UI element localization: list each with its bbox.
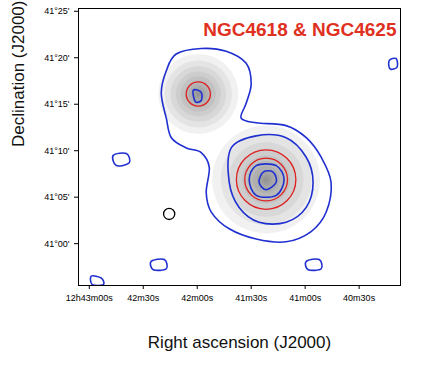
svg-text:41°10': 41°10' [44,146,70,156]
svg-text:41m30s: 41m30s [235,293,268,303]
svg-text:41m00s: 41m00s [289,293,322,303]
svg-text:41°20': 41°20' [44,53,70,63]
svg-text:12h43m00s: 12h43m00s [66,293,114,303]
svg-text:41°25': 41°25' [44,6,70,16]
svg-text:Right ascension (J2000): Right ascension (J2000) [148,333,331,352]
svg-text:42m30s: 42m30s [127,293,160,303]
svg-text:42m00s: 42m00s [181,293,214,303]
svg-text:41°05': 41°05' [44,192,70,202]
svg-text:41°00': 41°00' [44,239,70,249]
svg-text:41°15': 41°15' [44,99,70,109]
svg-text:Declination (J2000): Declination (J2000) [9,1,28,147]
svg-text:NGC4618 & NGC4625: NGC4618 & NGC4625 [203,19,397,40]
svg-text:40m30s: 40m30s [343,293,376,303]
